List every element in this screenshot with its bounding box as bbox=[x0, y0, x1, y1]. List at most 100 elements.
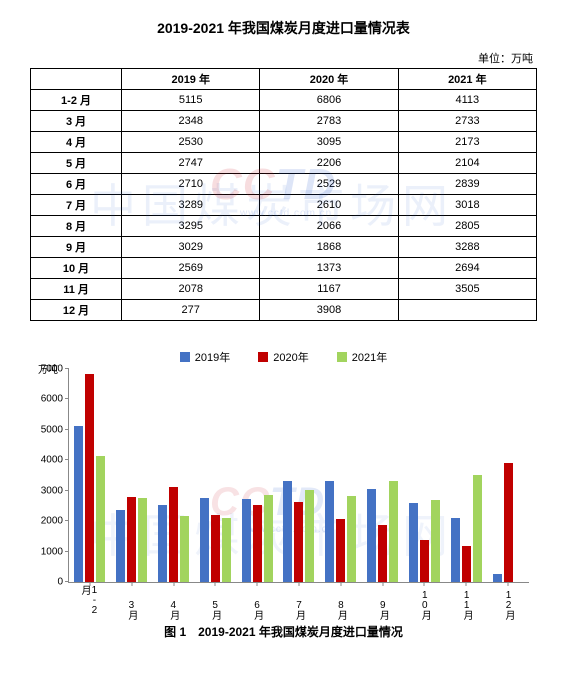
x-tick-label: 7月 bbox=[294, 600, 304, 619]
y-tick-label: 4000 bbox=[33, 455, 63, 466]
col-header: 2020 年 bbox=[260, 69, 398, 90]
y-tick-label: 6000 bbox=[33, 394, 63, 405]
bar bbox=[85, 374, 94, 582]
cell bbox=[398, 300, 536, 321]
cell: 2078 bbox=[122, 279, 260, 300]
bar bbox=[325, 481, 334, 582]
bar-chart: 2019年2020年2021年 万吨 010002000300040005000… bbox=[30, 349, 537, 619]
cell: 2747 bbox=[122, 153, 260, 174]
table-header-row: 2019 年 2020 年 2021 年 bbox=[31, 69, 537, 90]
legend-label: 2019年 bbox=[195, 349, 230, 365]
cell: 2733 bbox=[398, 111, 536, 132]
cell: 3095 bbox=[260, 132, 398, 153]
page-title: 2019-2021 年我国煤炭月度进口量情况表 bbox=[30, 18, 537, 38]
bar bbox=[242, 499, 251, 582]
bar bbox=[116, 510, 125, 582]
chart-legend: 2019年 2020年 2021年 bbox=[30, 349, 537, 365]
data-table: 2019 年 2020 年 2021 年 1-2 月5115680641133 … bbox=[30, 68, 537, 321]
y-tick-label: 7000 bbox=[33, 364, 63, 375]
bar-group bbox=[362, 481, 404, 582]
bar-group bbox=[487, 463, 529, 582]
y-tick-label: 5000 bbox=[33, 424, 63, 435]
cell: 2529 bbox=[260, 174, 398, 195]
bar bbox=[504, 463, 513, 582]
y-tick-label: 0 bbox=[33, 577, 63, 588]
bar bbox=[378, 525, 387, 582]
bar bbox=[347, 496, 356, 582]
row-label: 6 月 bbox=[31, 174, 122, 195]
bar bbox=[158, 505, 167, 582]
table-row: 10 月256913732694 bbox=[31, 258, 537, 279]
x-tick-label: 12月 bbox=[503, 590, 513, 619]
row-label: 1-2 月 bbox=[31, 90, 122, 111]
row-label: 8 月 bbox=[31, 216, 122, 237]
col-header: 2019 年 bbox=[122, 69, 260, 90]
cell: 3288 bbox=[398, 237, 536, 258]
table-row: 6 月271025292839 bbox=[31, 174, 537, 195]
row-label: 5 月 bbox=[31, 153, 122, 174]
bar bbox=[74, 426, 83, 582]
bar bbox=[222, 518, 231, 582]
row-label: 11 月 bbox=[31, 279, 122, 300]
bar bbox=[389, 481, 398, 582]
bar bbox=[294, 502, 303, 582]
legend-swatch bbox=[258, 352, 268, 362]
legend-label: 2020年 bbox=[273, 349, 308, 365]
cell: 2104 bbox=[398, 153, 536, 174]
bar bbox=[493, 574, 502, 582]
cell: 2206 bbox=[260, 153, 398, 174]
watermark-url: www.cctd.com.cn bbox=[240, 208, 332, 219]
x-tick-label: 3月 bbox=[126, 600, 136, 619]
row-label: 3 月 bbox=[31, 111, 122, 132]
x-tick-label: 8月 bbox=[335, 600, 345, 619]
cell: 3908 bbox=[260, 300, 398, 321]
x-tick-label: 5月 bbox=[210, 600, 220, 619]
bar bbox=[211, 515, 220, 582]
bar bbox=[200, 498, 209, 582]
col-header: 2021 年 bbox=[398, 69, 536, 90]
legend-label: 2021年 bbox=[352, 349, 387, 365]
bar bbox=[283, 481, 292, 582]
y-tick-label: 1000 bbox=[33, 546, 63, 557]
cell: 1373 bbox=[260, 258, 398, 279]
bar bbox=[420, 540, 429, 582]
x-tick-label: 11月 bbox=[461, 590, 471, 619]
legend-item: 2019年 bbox=[180, 349, 230, 365]
bar bbox=[305, 490, 314, 582]
table-row: 9 月302918683288 bbox=[31, 237, 537, 258]
bar-group bbox=[236, 495, 278, 582]
bar-group bbox=[153, 487, 195, 582]
bar-group bbox=[194, 498, 236, 582]
cell: 4113 bbox=[398, 90, 536, 111]
table-row: 3 月234827832733 bbox=[31, 111, 537, 132]
table-row: 1-2 月511568064113 bbox=[31, 90, 537, 111]
bar-group bbox=[404, 500, 446, 582]
chart-caption: 图 1 2019-2021 年我国煤炭月度进口量情况 bbox=[30, 623, 537, 640]
bar bbox=[264, 495, 273, 582]
table-row: 4 月253030952173 bbox=[31, 132, 537, 153]
row-label: 4 月 bbox=[31, 132, 122, 153]
bar-group bbox=[111, 497, 153, 582]
bar-group bbox=[445, 475, 487, 582]
x-tick-label: 4月 bbox=[168, 600, 178, 619]
cell: 1868 bbox=[260, 237, 398, 258]
bar bbox=[451, 518, 460, 582]
cell: 2805 bbox=[398, 216, 536, 237]
x-tick-label: 6月 bbox=[252, 600, 262, 619]
cell: 5115 bbox=[122, 90, 260, 111]
row-label: 7 月 bbox=[31, 195, 122, 216]
bar bbox=[253, 505, 262, 582]
y-tick-label: 3000 bbox=[33, 485, 63, 496]
cell: 2710 bbox=[122, 174, 260, 195]
cell: 2348 bbox=[122, 111, 260, 132]
cell: 3029 bbox=[122, 237, 260, 258]
col-header bbox=[31, 69, 122, 90]
bar-group bbox=[69, 374, 111, 582]
cell: 2569 bbox=[122, 258, 260, 279]
bar bbox=[336, 519, 345, 582]
cell: 277 bbox=[122, 300, 260, 321]
y-tick-mark bbox=[65, 368, 69, 369]
cell: 6806 bbox=[260, 90, 398, 111]
legend-swatch bbox=[337, 352, 347, 362]
row-label: 10 月 bbox=[31, 258, 122, 279]
